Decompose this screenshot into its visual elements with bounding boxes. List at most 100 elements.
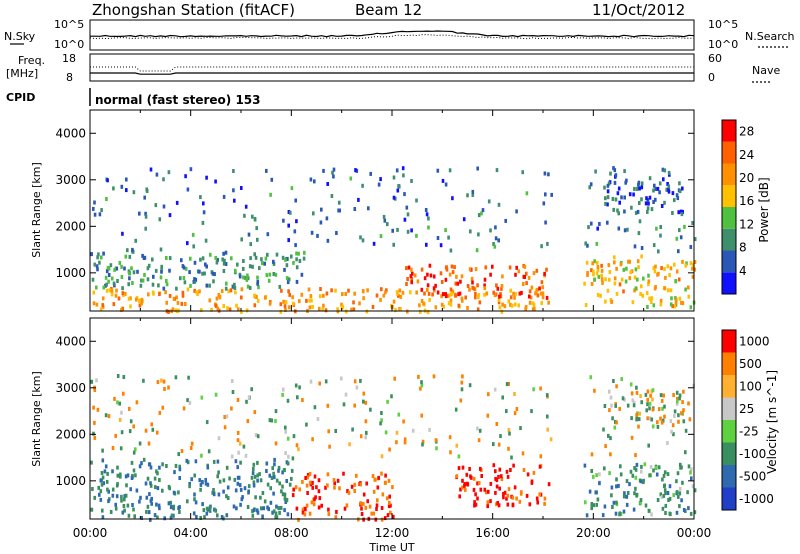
power-echo-cell: [392, 242, 395, 247]
velocity-echo-cell: [359, 501, 362, 506]
power-echo-cell: [159, 247, 163, 252]
power-echo-cell: [295, 251, 298, 256]
power-echo-cell: [671, 211, 674, 215]
power-echo-cell: [629, 270, 632, 275]
velocity-echo-cell: [380, 418, 383, 423]
power-echo-cell: [476, 307, 480, 312]
velocity-echo-cell: [326, 403, 330, 408]
velocity-echo-cell: [460, 380, 464, 385]
power-echo-cell: [547, 300, 550, 305]
velocity-echo-cell: [468, 467, 471, 471]
nsky-label: N.Sky: [4, 30, 36, 43]
velocity-echo-cell: [506, 493, 510, 498]
velocity-echo-cell: [359, 482, 362, 487]
velocity-echo-cell: [272, 471, 275, 476]
velocity-echo-cell: [107, 414, 111, 419]
power-echo-cell: [240, 287, 244, 292]
power-echo-cell: [229, 288, 233, 293]
power-echo-cell: [531, 301, 535, 306]
power-echo-cell: [470, 276, 474, 281]
velocity-echo-cell: [632, 403, 636, 408]
power-ytick-label-2: 3000: [55, 173, 86, 187]
power-echo-cell: [472, 286, 476, 291]
velocity-echo-cell: [169, 515, 173, 520]
velocity-echo-cell: [274, 409, 278, 414]
power-echo-cell: [401, 166, 405, 171]
power-echo-cell: [684, 263, 687, 268]
power-echo-cell: [112, 281, 116, 286]
power-echo-cell: [107, 279, 110, 284]
velocity-echo-cell: [163, 516, 166, 521]
power-echo-cell: [292, 260, 295, 265]
power-echo-cell: [110, 276, 114, 281]
power-echo-cell: [657, 249, 660, 254]
velocity-echo-cell: [130, 476, 134, 480]
power-echo-cell: [110, 287, 113, 291]
velocity-echo-cell: [461, 485, 464, 490]
power-echo-cell: [222, 261, 226, 266]
power-echo-cell: [318, 306, 321, 311]
power-echo-cell: [521, 170, 524, 175]
velocity-echo-cell: [618, 511, 622, 516]
power-echo-cell: [175, 295, 178, 300]
velocity-echo-cell: [274, 511, 278, 516]
power-echo-cell: [659, 233, 662, 238]
velocity-echo-cell: [102, 481, 105, 486]
velocity-echo-cell: [455, 474, 459, 479]
power-echo-cell: [341, 292, 344, 297]
velocity-echo-cell: [118, 417, 122, 422]
power-echo-cell: [222, 304, 225, 308]
velocity-echo-cell: [364, 505, 368, 510]
velocity-echo-cell: [693, 510, 697, 515]
power-echo-cell: [193, 277, 196, 282]
velocity-echo-cell: [380, 517, 384, 522]
power-echo-cell: [386, 222, 389, 227]
power-echo-cell: [590, 282, 594, 286]
velocity-echo-cell: [583, 463, 587, 468]
power-echo-cell: [636, 277, 639, 282]
velocity-echo-cell: [275, 515, 279, 520]
velocity-echo-cell: [611, 505, 614, 509]
power-echo-cell: [622, 267, 626, 272]
velocity-echo-cell: [178, 510, 181, 514]
power-echo-cell: [652, 243, 656, 248]
power-echo-cell: [121, 291, 125, 296]
power-echo-cell: [625, 266, 628, 271]
velocity-echo-cell: [116, 465, 119, 470]
velocity-echo-cell: [193, 473, 196, 478]
velocity-echo-cell: [468, 383, 472, 388]
power-echo-cell: [431, 292, 434, 297]
velocity-echo-cell: [621, 396, 625, 401]
velocity-echo-cell: [365, 430, 368, 435]
power-echo-cell: [499, 294, 503, 299]
velocity-echo-cell: [428, 427, 431, 432]
velocity-echo-cell: [261, 491, 265, 495]
velocity-echo-cell: [380, 506, 384, 510]
power-echo-cell: [655, 226, 658, 231]
power-echo-cell: [116, 279, 119, 283]
velocity-echo-cell: [226, 485, 230, 490]
power-echo-cell: [471, 280, 474, 285]
velocity-echo-cell: [610, 485, 614, 490]
velocity-echo-cell: [397, 412, 401, 417]
velocity-echo-cell: [326, 472, 330, 477]
velocity-echo-cell: [116, 400, 119, 405]
power-echo-cell: [105, 288, 109, 293]
velocity-echo-cell: [497, 503, 501, 508]
velocity-echo-cell: [282, 387, 285, 392]
power-echo-cell: [456, 281, 460, 286]
velocity-echo-cell: [646, 402, 649, 407]
velocity-echo-cell: [385, 496, 389, 501]
power-echo-cell: [282, 299, 285, 304]
velocity-echo-cell: [104, 464, 108, 469]
power-echo-cell: [160, 264, 163, 269]
power-echo-cell: [286, 280, 290, 285]
power-echo-cell: [113, 267, 116, 272]
velocity-echo-cell: [205, 506, 209, 511]
power-echo-cell: [612, 207, 615, 212]
velocity-echo-cell: [252, 483, 256, 488]
power-echo-cell: [536, 287, 539, 292]
velocity-echo-cell: [678, 396, 681, 401]
power-echo-cell: [501, 274, 504, 279]
